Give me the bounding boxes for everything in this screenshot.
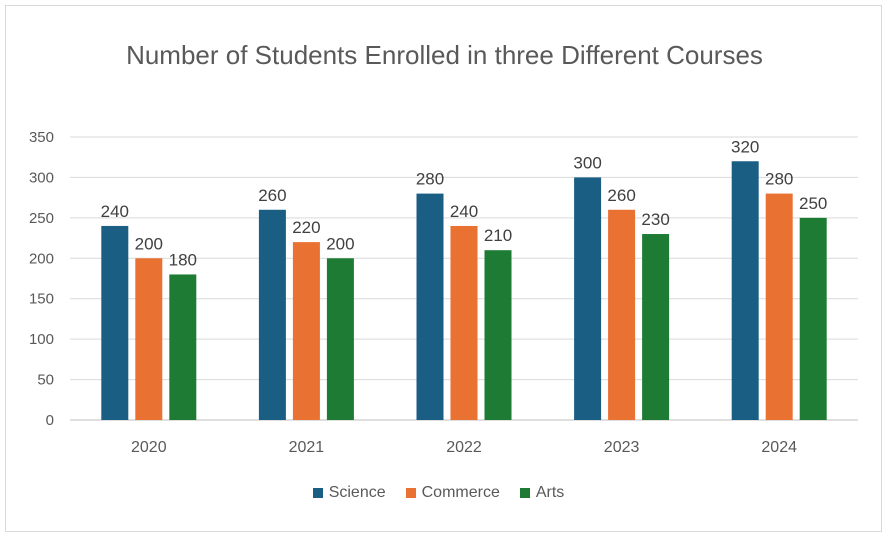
data-label: 220 — [292, 218, 320, 237]
x-tick-label: 2024 — [761, 439, 797, 456]
x-tick-label: 2021 — [289, 439, 325, 456]
bar-science-2024 — [731, 161, 759, 420]
y-tick-label: 350 — [29, 129, 54, 146]
data-label: 210 — [484, 226, 512, 245]
chart-legend: Science Commerce Arts — [0, 484, 877, 502]
data-label: 300 — [573, 153, 601, 172]
legend-item-arts: Arts — [519, 484, 565, 502]
bar-commerce-2023 — [608, 209, 636, 420]
data-label: 240 — [101, 202, 129, 221]
legend-swatch — [312, 488, 323, 498]
data-label: 240 — [450, 202, 478, 221]
data-label: 280 — [416, 170, 444, 189]
bar-arts-2020 — [169, 274, 197, 420]
y-tick-label: 50 — [37, 372, 54, 389]
data-label: 200 — [326, 234, 354, 253]
legend-swatch — [405, 488, 416, 498]
data-label: 250 — [799, 194, 827, 213]
bar-science-2023 — [574, 177, 602, 420]
bar-arts-2024 — [799, 217, 827, 420]
bar-science-2022 — [416, 193, 444, 420]
data-label: 320 — [731, 137, 759, 156]
bar-commerce-2024 — [765, 193, 793, 420]
legend-label: Commerce — [421, 484, 500, 501]
chart-title-container: Number of Students Enrolled in three Dif… — [6, 34, 883, 76]
data-label: 280 — [765, 170, 793, 189]
y-tick-label: 150 — [29, 291, 54, 308]
bar-arts-2022 — [484, 250, 512, 420]
bar-science-2020 — [101, 225, 129, 420]
y-tick-label: 200 — [29, 250, 54, 267]
legend-swatch — [519, 488, 530, 498]
y-tick-label: 300 — [29, 169, 54, 186]
bar-commerce-2022 — [450, 225, 478, 420]
data-label: 260 — [258, 186, 286, 205]
y-tick-label: 100 — [29, 331, 54, 348]
data-label: 180 — [169, 250, 197, 269]
chart-title: Number of Students Enrolled in three Dif… — [126, 40, 763, 70]
bar-arts-2023 — [642, 234, 670, 420]
legend-label: Science — [328, 484, 386, 501]
bar-science-2021 — [258, 209, 286, 420]
legend-label: Arts — [535, 484, 565, 501]
y-tick-label: 250 — [29, 210, 54, 227]
data-label: 200 — [135, 234, 163, 253]
legend-item-science: Science — [312, 484, 386, 502]
data-label: 260 — [607, 186, 635, 205]
legend-item-commerce: Commerce — [405, 484, 500, 502]
data-label: 230 — [641, 210, 669, 229]
x-tick-label: 2022 — [446, 439, 482, 456]
bar-commerce-2020 — [135, 258, 163, 420]
y-tick-label: 0 — [46, 412, 54, 429]
x-tick-label: 2020 — [131, 439, 167, 456]
bar-arts-2021 — [326, 258, 354, 420]
x-tick-label: 2023 — [604, 439, 640, 456]
bar-commerce-2021 — [292, 242, 320, 420]
